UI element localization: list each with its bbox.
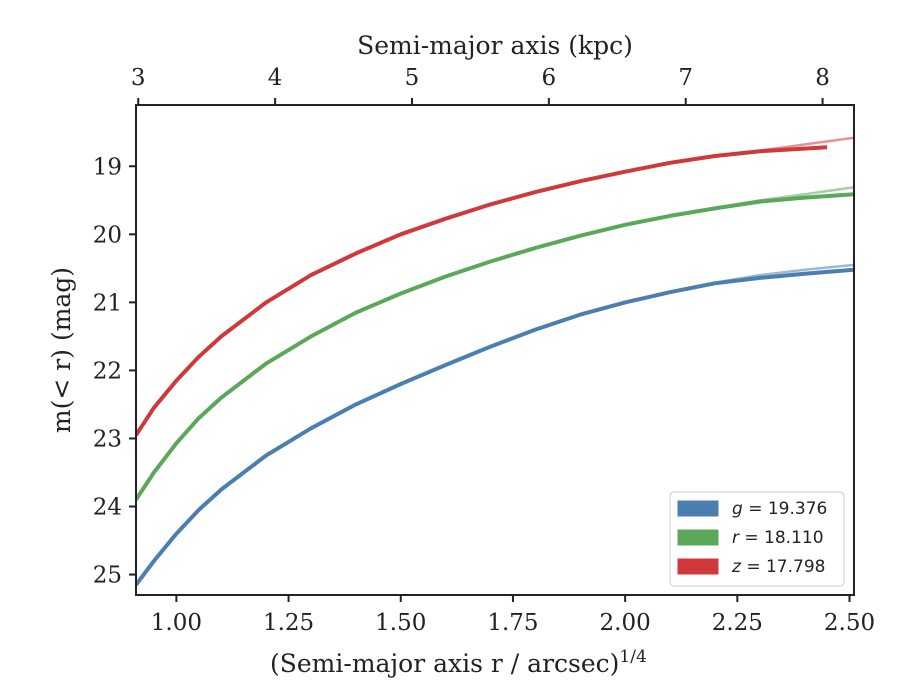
plot-frame <box>135 104 855 596</box>
legend-items: g = 19.376 r = 18.110 z = 17.798 <box>677 499 827 577</box>
x-tick-label: 2.00 <box>600 610 651 636</box>
legend-label-z: z = 17.798 <box>731 557 825 577</box>
legend-swatch-z <box>677 558 719 575</box>
x-tick-label: 1.25 <box>263 610 314 636</box>
x-tick-label: 2.50 <box>824 610 875 636</box>
x-axis-title-main: (Semi-major axis r / arcsec) <box>270 649 619 678</box>
x-axis-title: (Semi-major axis r / arcsec)1/4 <box>270 647 647 678</box>
x-tick-label: 2.25 <box>712 610 763 636</box>
top-tick-label: 7 <box>678 65 693 91</box>
y-tick-label: 20 <box>93 222 122 248</box>
y-axis-title: m(< r) (mag) <box>47 267 76 433</box>
y-tick-label: 25 <box>93 563 122 589</box>
x-tick-label: 1.00 <box>151 610 202 636</box>
top-axis-title: Semi-major axis (kpc) <box>357 31 633 60</box>
legend-label-g: g = 19.376 <box>732 499 827 519</box>
legend-label-r: r = 18.110 <box>732 528 824 548</box>
curves-layer <box>136 136 854 587</box>
y-tick-label: 22 <box>93 358 122 384</box>
series-r-line <box>136 192 854 501</box>
y-tick-label: 24 <box>93 495 122 521</box>
x-axis-title-superscript: 1/4 <box>619 647 646 667</box>
top-tick-label: 4 <box>268 65 283 91</box>
y-tick-label: 21 <box>93 290 122 316</box>
y-tick-label: 23 <box>93 426 122 452</box>
top-tick-label: 3 <box>131 65 146 91</box>
series-z-model-line <box>136 136 854 437</box>
x-tick-label: 1.50 <box>375 610 426 636</box>
ticks-layer: 1.00 1.25 1.50 1.75 2.00 2.25 2.50 19 20 21 22 23 24… <box>93 65 875 636</box>
top-tick-label: 8 <box>815 65 830 91</box>
series-z-line <box>136 145 828 437</box>
y-tick-label: 19 <box>93 154 122 180</box>
series-g-line <box>136 267 854 587</box>
top-tick-label: 6 <box>542 65 557 91</box>
legend: g = 19.376 r = 18.110 z = 17.798 <box>669 491 845 587</box>
legend-swatch-r <box>677 529 719 546</box>
x-tick-label: 1.75 <box>487 610 538 636</box>
legend-swatch-g <box>677 500 719 517</box>
top-tick-label: 5 <box>405 65 420 91</box>
